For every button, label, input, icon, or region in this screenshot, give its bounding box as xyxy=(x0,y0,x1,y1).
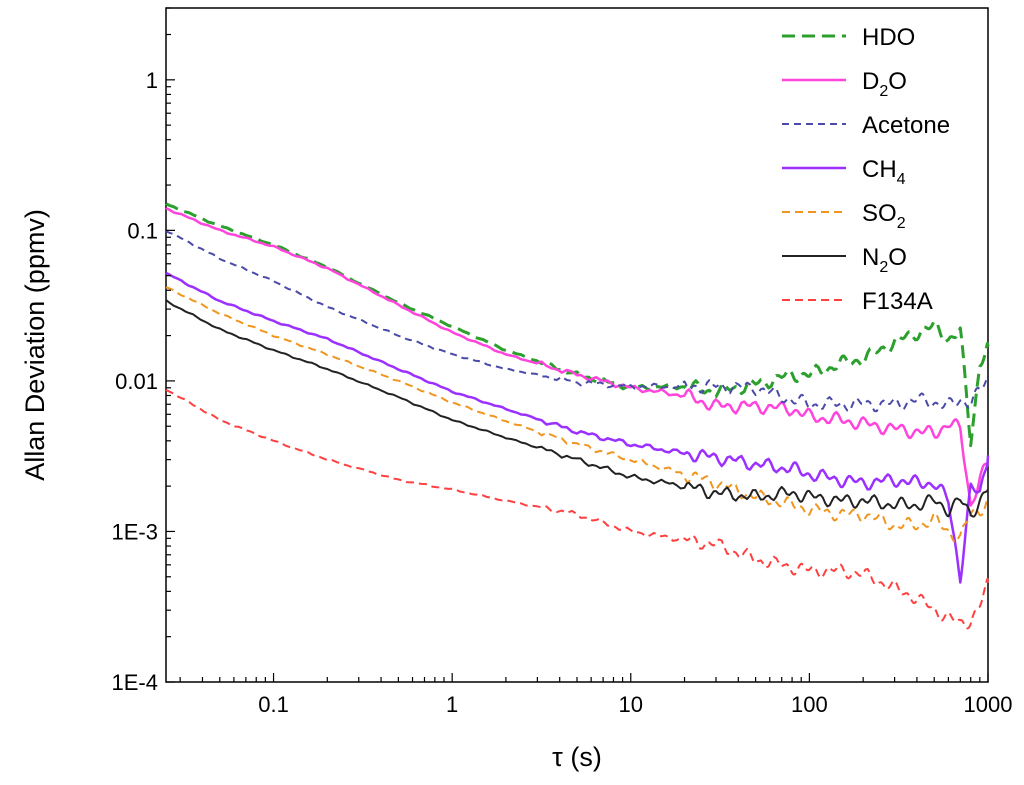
x-tick-label: 100 xyxy=(791,692,828,717)
axes: 0.1 1 10 100 1000 1E-4 1E-3 0.01 0.1 1 xyxy=(112,7,1013,717)
legend-label-so2: SO2 xyxy=(862,200,906,232)
legend-label-d2o: D2O xyxy=(862,68,907,100)
legend-label-hdo: HDO xyxy=(862,24,915,51)
y-tick-label: 0.1 xyxy=(127,218,158,243)
y-axis-title: Allan Deviation (ppmv) xyxy=(20,209,50,481)
legend-label-subscript: 2 xyxy=(879,83,888,100)
legend-label-tail: O xyxy=(888,68,907,95)
legend-label-main: SO xyxy=(862,200,897,227)
y-tick-label: 1E-4 xyxy=(112,670,158,695)
legend-label-acetone: Acetone xyxy=(862,112,950,139)
series-line-ch4 xyxy=(165,271,990,584)
series-line-d2o xyxy=(165,206,989,507)
legend-label-main: HDO xyxy=(862,24,915,51)
legend-label-main: N xyxy=(862,244,879,271)
legend-label-main: D xyxy=(862,68,879,95)
legend-label-ch4: CH4 xyxy=(862,156,906,188)
legend-label-tail: O xyxy=(888,244,907,271)
legend-label-f134a: F134A xyxy=(862,288,933,315)
y-tick-label: 1E-3 xyxy=(112,519,158,544)
series-line-so2 xyxy=(165,286,989,543)
x-tick-label: 10 xyxy=(619,692,643,717)
plot-border xyxy=(165,7,989,683)
x-tick-label: 0.1 xyxy=(258,692,289,717)
legend-label-subscript: 2 xyxy=(897,215,906,232)
series-line-hdo xyxy=(165,202,990,448)
y-tick-label: 0.01 xyxy=(115,369,158,394)
legend-label-n2o: N2O xyxy=(862,244,907,276)
legend-label-main: Acetone xyxy=(862,112,950,139)
legend-label-subscript: 4 xyxy=(897,171,906,188)
x-axis-title: τ (s) xyxy=(552,742,602,772)
x-tick-label: 1000 xyxy=(964,692,1013,717)
legend-label-subscript: 2 xyxy=(879,259,888,276)
legend-label-main: F134A xyxy=(862,288,933,315)
x-tick-label: 1 xyxy=(446,692,458,717)
plot-area xyxy=(165,7,989,683)
series-line-acetone xyxy=(165,230,989,413)
series-layer xyxy=(165,202,990,630)
series-line-f134a xyxy=(165,389,989,630)
series-line-n2o xyxy=(165,299,989,518)
legend-label-main: CH xyxy=(862,156,897,183)
y-tick-label: 1 xyxy=(146,68,158,93)
